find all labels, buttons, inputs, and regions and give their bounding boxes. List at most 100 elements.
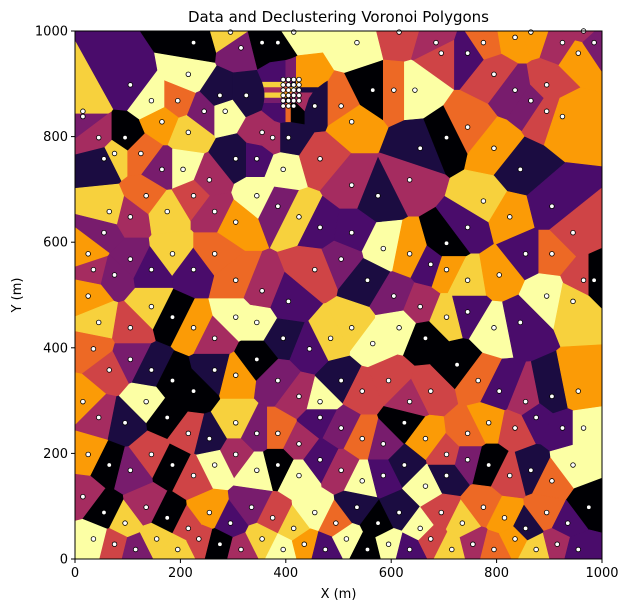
data-point	[211, 335, 218, 341]
data-point	[143, 398, 149, 405]
data-point	[449, 546, 455, 553]
data-point	[391, 293, 397, 299]
data-point	[391, 87, 397, 93]
y-tick-label: 400	[43, 341, 68, 356]
data-point	[464, 124, 471, 130]
data-point	[312, 103, 318, 109]
data-point	[291, 87, 297, 93]
data-point	[380, 472, 386, 479]
data-point	[575, 546, 581, 553]
data-point	[575, 50, 581, 56]
data-point	[512, 87, 518, 93]
data-point	[148, 303, 155, 310]
voronoi-cell	[382, 59, 405, 128]
data-point	[185, 525, 192, 532]
data-point	[338, 103, 344, 109]
data-point	[280, 82, 286, 88]
data-point	[364, 546, 371, 553]
data-point	[238, 45, 244, 51]
data-point	[285, 103, 292, 109]
data-point	[190, 472, 197, 479]
data-point	[485, 420, 492, 426]
data-point	[254, 193, 260, 199]
data-point	[559, 425, 566, 431]
data-point	[507, 472, 513, 479]
data-point	[443, 451, 450, 458]
data-point	[522, 398, 529, 405]
data-point	[296, 472, 302, 479]
data-point	[380, 441, 386, 447]
data-point	[106, 462, 112, 468]
plot-frame	[74, 30, 603, 560]
data-point	[459, 520, 466, 526]
data-point	[259, 39, 265, 46]
data-point	[111, 272, 118, 278]
data-point	[217, 541, 223, 547]
data-point	[106, 367, 112, 373]
data-point	[464, 457, 471, 463]
data-point	[85, 451, 91, 458]
data-point	[370, 340, 376, 347]
data-point	[443, 472, 450, 479]
data-point	[227, 29, 234, 35]
data-point	[280, 87, 286, 93]
data-point	[233, 372, 239, 378]
data-point	[454, 362, 460, 368]
data-point	[549, 393, 555, 400]
data-point	[169, 251, 176, 257]
data-point	[491, 145, 497, 151]
data-point	[559, 39, 566, 46]
chart-title: Data and Declustering Voronoi Polygons	[188, 8, 489, 26]
data-point	[354, 39, 360, 46]
data-point	[543, 108, 550, 114]
y-tick-label: 200	[43, 447, 68, 462]
data-point	[190, 388, 197, 394]
data-point	[570, 462, 576, 468]
data-point	[96, 319, 102, 326]
data-point	[90, 346, 97, 352]
data-point	[401, 420, 408, 426]
data-point	[338, 425, 344, 431]
data-point	[80, 398, 86, 405]
data-point	[406, 398, 413, 405]
data-point	[417, 303, 423, 310]
data-point	[127, 214, 134, 220]
data-point	[296, 82, 302, 88]
data-point	[206, 435, 213, 442]
data-point	[90, 536, 97, 542]
data-point	[528, 29, 534, 35]
data-point	[322, 546, 329, 553]
data-point	[101, 229, 107, 236]
data-point	[285, 97, 292, 104]
data-point	[164, 414, 170, 421]
data-point	[238, 546, 244, 553]
y-axis-label: Y (m)	[10, 278, 25, 314]
data-point	[491, 325, 497, 331]
data-point	[338, 467, 344, 473]
data-point	[401, 462, 408, 468]
data-point	[549, 203, 555, 209]
data-point	[233, 420, 239, 426]
data-point	[406, 546, 413, 553]
data-point	[254, 467, 260, 473]
data-point	[222, 108, 228, 114]
data-point	[565, 520, 571, 526]
data-point	[285, 87, 292, 93]
data-point	[211, 208, 218, 215]
data-point	[359, 435, 365, 442]
data-point	[385, 377, 392, 384]
data-point	[280, 97, 286, 104]
voronoi-cell	[443, 89, 498, 155]
data-point	[96, 134, 102, 141]
x-tick-label: 0	[71, 566, 79, 581]
voronoi-cell	[296, 52, 335, 83]
data-point	[106, 208, 112, 215]
data-point	[443, 134, 450, 141]
data-point	[480, 504, 487, 510]
data-point	[491, 546, 497, 553]
data-point	[296, 441, 302, 447]
data-point	[501, 515, 508, 521]
data-point	[428, 261, 434, 268]
data-point	[312, 266, 318, 273]
data-point	[507, 214, 513, 220]
